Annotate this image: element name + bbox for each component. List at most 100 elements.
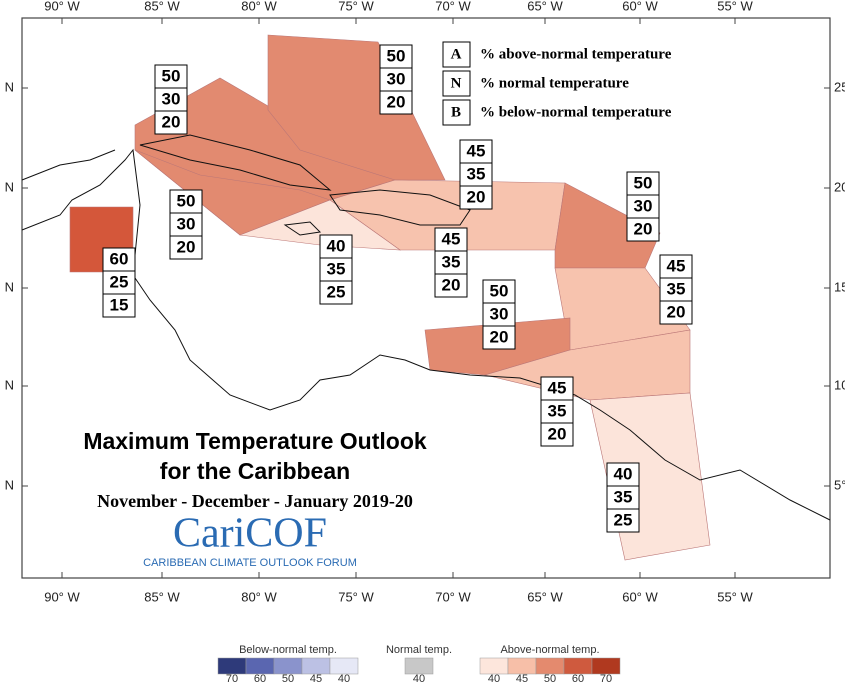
probability-cell [659,300,693,325]
longitude-label: 60° W [622,0,658,13]
longitude-label: 75° W [338,0,374,13]
probability-cell [606,508,640,533]
longitude-label: 55° W [717,0,753,13]
scale-swatch [591,657,621,675]
coastlines [21,134,831,521]
latitude-label: 20° [834,179,845,194]
scale-label: Below-normal temp. [239,644,337,656]
scale-swatch [563,657,593,675]
legend-text: % normal temperature [480,75,629,91]
latitude-label: 5° [834,477,845,492]
longitude-label: 80° W [241,0,277,13]
probability-value: 60 [110,249,129,268]
latitude-label: 15° [834,279,845,294]
scale-tick: 45 [310,673,322,684]
probability-value: 20 [490,327,509,346]
scale-tick: 40 [488,673,500,684]
probability-cell [540,422,574,447]
legend-text: % above-normal temperature [480,46,672,62]
probability-value: 20 [162,112,181,131]
logo-name: CariCOF [173,511,327,557]
probability-value: 15 [110,295,129,314]
legend-key-box [442,70,471,97]
probability-value: 45 [548,378,567,397]
probability-cell [482,325,516,350]
probability-cell [459,185,493,210]
longitude-label: 90° W [44,0,80,13]
probability-value: 30 [387,69,406,88]
title-line: for the Caribbean [160,458,350,484]
longitude-label: 85° W [144,589,180,604]
probability-value: 50 [177,191,196,210]
period: November - December - January 2019-20 [97,491,413,511]
scale-swatch [535,657,565,675]
probability-value: 35 [667,279,686,298]
probability-value: 20 [467,187,486,206]
longitude-label: 55° W [717,589,753,604]
probability-value: 40 [327,236,346,255]
legend-key: N [451,75,462,91]
scale-swatch [217,657,247,675]
logo-subtitle: CARIBBEAN CLIMATE OUTLOOK FORUM [143,557,357,569]
scale-tick: 40 [338,673,350,684]
probability-value: 25 [110,272,129,291]
probability-value: 20 [667,302,686,321]
probability-value: 20 [387,92,406,111]
probability-value: 20 [634,219,653,238]
probability-cell [379,90,413,115]
scale-tick: 40 [413,673,425,684]
longitude-label: 65° W [527,0,563,13]
latitude-label: N [5,477,14,492]
outlook-region [239,199,402,251]
scale-tick: 70 [226,673,238,684]
outlook-region [134,149,331,236]
probability-value: 50 [162,66,181,85]
latitude-label: N [5,179,14,194]
probability-value: 35 [614,487,633,506]
latitude-label: N [5,279,14,294]
scale-tick: 60 [572,673,584,684]
scale-swatch [329,657,359,675]
probability-value: 30 [162,89,181,108]
longitude-label: 70° W [435,0,471,13]
probability-cell [626,217,660,242]
probability-cell [434,273,468,298]
legend-key: B [451,104,461,120]
scale-tick: 45 [516,673,528,684]
scale-swatch [245,657,275,675]
probability-value: 35 [548,401,567,420]
probability-value: 35 [467,164,486,183]
longitude-label: 90° W [44,589,80,604]
probability-cell [169,235,203,260]
probability-value: 50 [634,173,653,192]
probability-value: 50 [387,46,406,65]
probability-value: 30 [490,304,509,323]
latitude-label: 10° [834,377,845,392]
longitude-label: 70° W [435,589,471,604]
probability-value: 20 [548,424,567,443]
scale-swatch [273,657,303,675]
probability-value: 45 [667,256,686,275]
probability-value: 25 [327,282,346,301]
latitude-label: N [5,79,14,94]
probability-value: 45 [442,229,461,248]
longitude-label: 75° W [338,589,374,604]
scale-label: Normal temp. [386,644,452,656]
probability-cell [319,280,353,305]
scale-tick: 70 [600,673,612,684]
probability-value: 30 [634,196,653,215]
scale-swatch [507,657,537,675]
scale-tick: 50 [282,673,294,684]
scale-tick: 50 [544,673,556,684]
longitude-label: 80° W [241,589,277,604]
probability-cell [102,293,136,318]
longitude-label: 85° W [144,0,180,13]
latitude-label: N [5,377,14,392]
longitude-label: 60° W [622,589,658,604]
probability-value: 35 [327,259,346,278]
legend-key: A [451,46,462,62]
probability-value: 20 [442,275,461,294]
probability-value: 50 [490,281,509,300]
longitude-label: 65° W [527,589,563,604]
